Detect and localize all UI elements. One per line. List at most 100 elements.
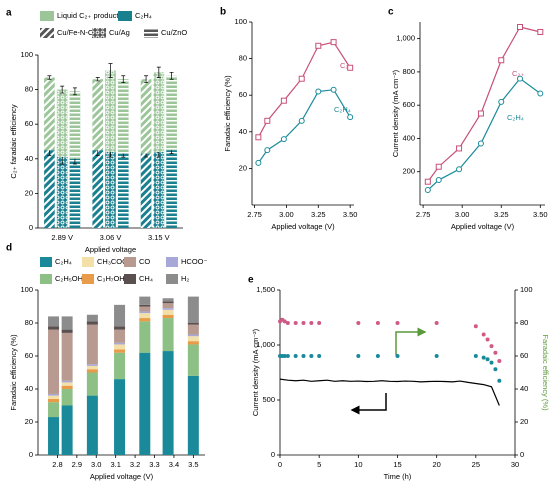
bar-segment [114, 326, 126, 330]
legend-label: CH₃COO⁻ [97, 257, 132, 266]
bar-segment [139, 318, 151, 322]
x-axis-label: Applied voltage [85, 245, 136, 254]
marker [537, 28, 544, 35]
bar-segment [162, 309, 174, 315]
series-line [257, 89, 351, 164]
error-bar [156, 66, 161, 78]
y-tick-label: 500 [262, 395, 275, 404]
legend-label: HCOO⁻ [181, 257, 208, 266]
legend-swatch [82, 257, 94, 267]
x-tick-label: 3.00 [279, 210, 294, 219]
x-tick-label: 2.9 [72, 460, 82, 469]
fe-point [309, 321, 314, 325]
bar-segment [187, 375, 199, 455]
fe-point [489, 344, 494, 349]
bar-segment [114, 352, 126, 380]
fe-point [356, 354, 361, 358]
bar-pattern [105, 70, 116, 152]
bar-segment [61, 405, 73, 455]
y-tick-label: 600 [402, 100, 415, 109]
marker [330, 39, 337, 46]
legend-swatch [40, 11, 54, 21]
bar-pattern [44, 77, 55, 151]
panel-label: a [6, 8, 12, 19]
x-axis-label: Time (h) [384, 472, 412, 481]
legend-label: C₂H₅OH [55, 274, 83, 283]
fe-point [493, 367, 498, 372]
bar-segment [61, 389, 73, 406]
y-axis-label: Current density (mA cm⁻²) [391, 69, 400, 157]
y-tick-label: 100 [20, 285, 33, 294]
marker [330, 86, 337, 93]
y-tick-label: 20 [25, 188, 33, 197]
legend-pattern [40, 28, 54, 38]
error-bar [108, 63, 113, 78]
bar-segment [48, 395, 60, 399]
y-axis-label: Faradaic efficiency (%) [223, 75, 232, 152]
fe-point [285, 354, 290, 358]
x-tick-label: 3.0 [91, 460, 101, 469]
bar-segment [114, 344, 126, 350]
x-tick-label: 3.4 [169, 460, 179, 469]
y-tick-label: 400 [402, 133, 415, 142]
y-axis-label: Faradaic efficiency (%) [9, 334, 18, 411]
y-tick-label: 60 [25, 119, 33, 128]
bar-segment [61, 332, 73, 381]
bar-segment [139, 311, 151, 314]
marker [517, 75, 523, 82]
error-bar [95, 77, 100, 82]
legend-label: Cu/ZnO [161, 28, 187, 37]
marker [280, 97, 287, 104]
fe-point [395, 321, 400, 325]
bar-segment [162, 303, 174, 309]
y-tick-label: 1,000 [256, 340, 275, 349]
x-tick-label: 3.50 [533, 210, 548, 219]
fe-point [434, 321, 439, 325]
fe-point [485, 357, 490, 362]
fe-point [293, 321, 298, 325]
x-tick-label: 30 [511, 460, 519, 469]
fe-point [282, 319, 287, 324]
x-tick-label: 15 [393, 460, 401, 469]
marker [498, 57, 505, 64]
bar-segment [86, 365, 98, 370]
fe-point [309, 354, 314, 358]
bar-segment [48, 398, 60, 403]
bar-segment [187, 336, 199, 342]
bar-segment [86, 321, 98, 325]
bar-pattern [117, 79, 129, 154]
x-tick-label: 10 [354, 460, 362, 469]
fe-point [473, 354, 478, 358]
legend-label: Cu/Fe-N-C [57, 28, 94, 37]
y-tick-label: 0 [29, 450, 33, 459]
fe-point [375, 321, 380, 325]
marker [498, 98, 505, 105]
bar-pattern [92, 79, 104, 151]
legend-label: Cu/Ag [109, 28, 130, 37]
bar-segment [139, 306, 151, 312]
bar-segment [48, 329, 60, 394]
fe-point [481, 355, 486, 360]
bar-segment [61, 316, 73, 330]
bar-segment [162, 298, 174, 302]
y-tick-label: 40 [25, 154, 33, 163]
y-tick-label: 60 [25, 351, 33, 360]
y-tick-label: 200 [402, 167, 415, 176]
y-tick-label: 800 [402, 67, 415, 76]
bar-pattern [117, 153, 129, 228]
panel-label: c [388, 7, 394, 18]
fe-point [282, 354, 287, 358]
x-axis-label: Applied voltage (V) [451, 222, 515, 231]
legend-label: Liquid C₂₊ products [57, 11, 122, 20]
marker [456, 145, 463, 152]
marker [456, 166, 463, 173]
legend-swatch [124, 274, 136, 284]
legend-swatch [118, 11, 132, 21]
error-bar [169, 71, 174, 80]
y-tick-label: 1,000 [396, 34, 415, 43]
marker [315, 42, 322, 49]
bar-pattern [166, 150, 177, 228]
legend-pattern [92, 28, 106, 38]
x-tick-label: 3.50 [343, 210, 358, 219]
fe-point [489, 360, 494, 365]
